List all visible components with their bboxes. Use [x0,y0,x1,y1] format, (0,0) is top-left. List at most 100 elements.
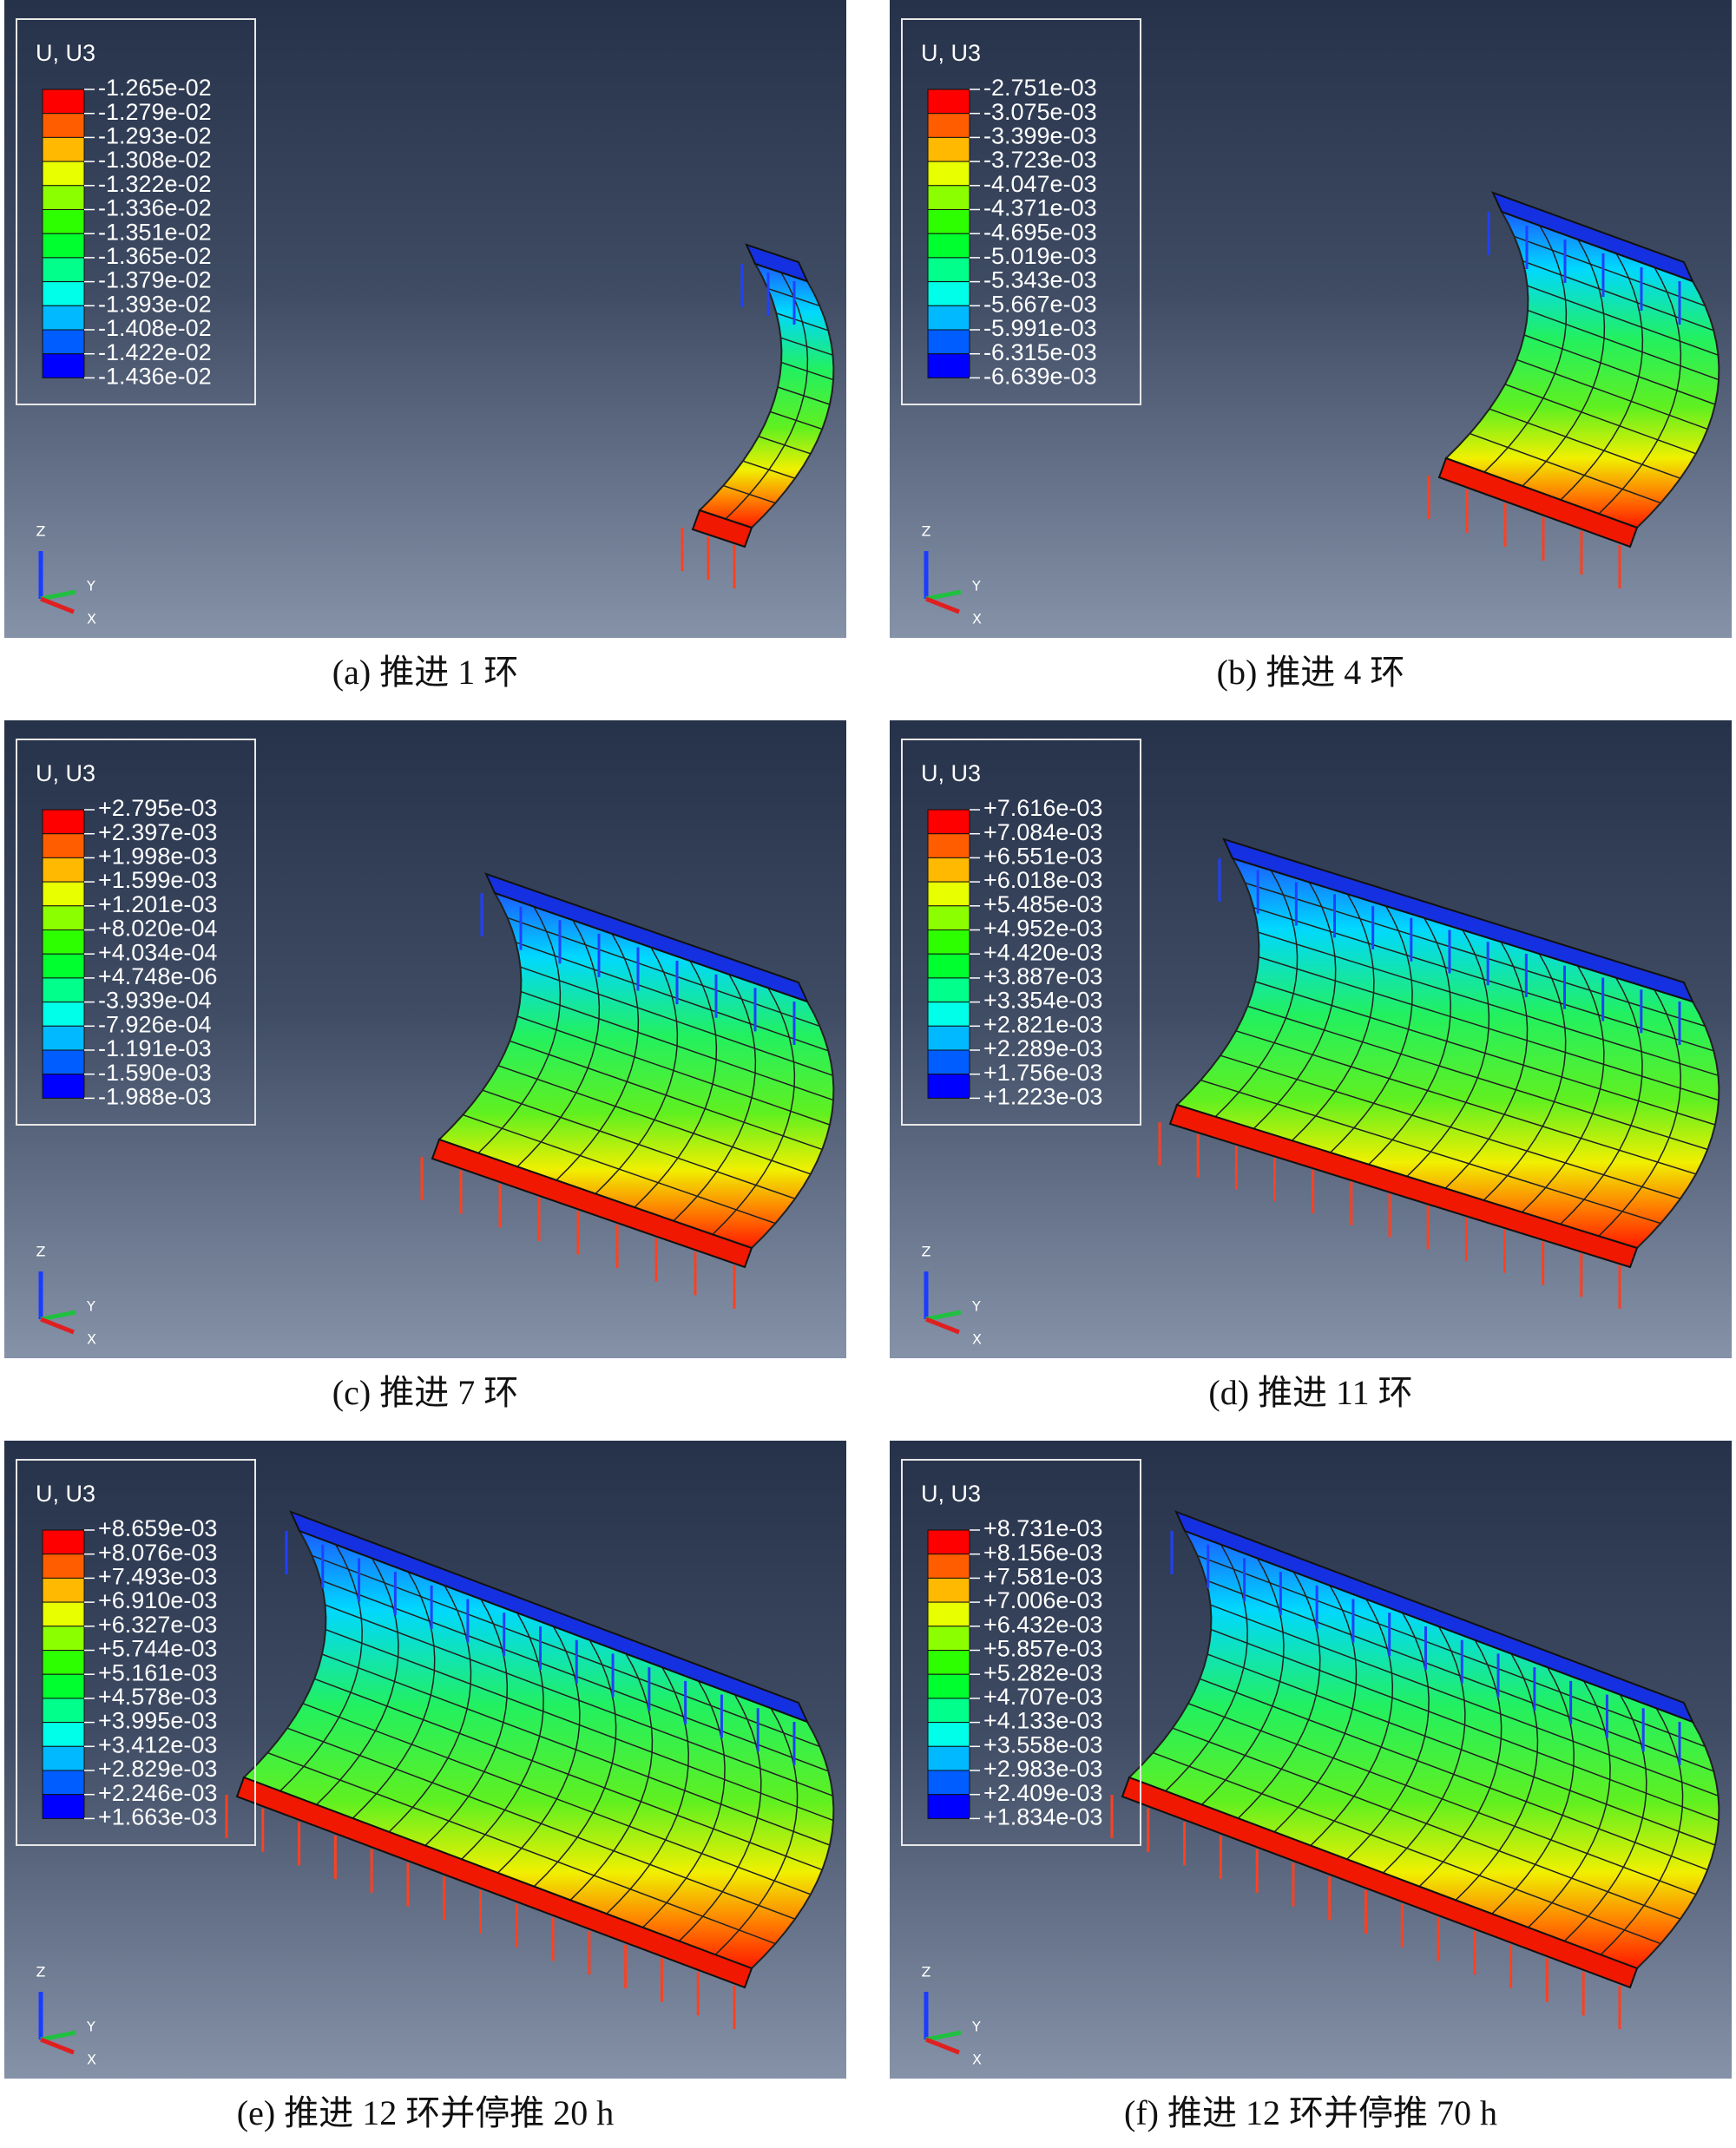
mesh-line [1522,239,1606,487]
mesh-line [516,919,601,1167]
axis-y [40,2030,76,2042]
legend-label: -1.336e-02 [98,195,212,221]
legend-swatch [927,977,970,1003]
legend-swatch [927,1025,970,1051]
legend-box [901,18,1141,405]
mesh-line [1636,1001,1720,1249]
axis-y [925,1310,962,1322]
legend-swatch [42,329,85,355]
legend-label: -4.047e-03 [983,171,1097,197]
caption: (f) 推进 12 环并停推 70 h [1124,2093,1497,2132]
legend-swatch [42,809,85,835]
triad-label: Y [86,1298,95,1315]
legend-label: +8.156e-03 [983,1540,1102,1566]
legend-swatch [42,136,85,162]
legend-label: +2.795e-03 [98,795,217,821]
legend-box [16,1459,256,1846]
mesh-line [1516,358,1708,430]
legend-swatch [42,1601,85,1627]
mesh-line [1273,1585,1358,1833]
mesh-line [712,988,796,1235]
triad-label: X [972,2052,982,2068]
legend-label: -6.315e-03 [983,339,1097,365]
legend-swatch [927,1601,970,1627]
legend-label: +5.161e-03 [98,1659,217,1685]
mesh-line [1445,211,1529,459]
legend-label: +3.887e-03 [983,963,1102,989]
legend-swatch [927,809,970,835]
bottom-beam [1168,1103,1639,1269]
top-beam [484,872,809,1003]
legend-box [16,739,256,1126]
mesh-line [673,974,757,1222]
legend-label: +5.282e-03 [983,1659,1102,1685]
mesh-line [1528,1680,1611,1928]
legend-label: -1.393e-02 [98,291,212,317]
legend-swatch [927,929,970,955]
mesh-line [1636,280,1720,529]
triad-label: X [972,1331,982,1348]
legend-label: +7.616e-03 [983,795,1102,821]
legend-label: +7.493e-03 [98,1564,217,1590]
legend-box [16,18,256,405]
mesh-line [279,1544,363,1792]
panel: U, U3+2.795e-03+2.397e-03+1.998e-03+1.59… [4,720,846,1412]
legend-label: -7.926e-04 [98,1011,212,1037]
mesh-line [1560,977,1643,1225]
legend-label: +1.223e-03 [983,1084,1102,1110]
triad-label: Z [36,1964,46,1980]
legend-swatch [42,1770,85,1796]
panel: U, U3-2.751e-03-3.075e-03-3.399e-03-3.72… [890,0,1732,692]
legend-label: +1.599e-03 [98,867,217,893]
legend-swatch [927,1626,970,1652]
legend-label: -5.667e-03 [983,291,1097,317]
legend-label: +7.006e-03 [983,1587,1102,1613]
legend-label: +4.133e-03 [983,1708,1102,1734]
legend-label: -3.075e-03 [983,99,1097,125]
panel: U, U3-1.265e-02-1.279e-02-1.293e-02-1.30… [4,0,846,692]
mesh-line [388,1585,472,1833]
mesh-line [1504,384,1697,455]
legend-swatch [927,833,970,858]
legend-label: -1.422e-02 [98,339,212,365]
legend-label: +1.756e-03 [983,1060,1102,1086]
legend-swatch [927,1650,970,1675]
legend-title: U, U3 [36,1481,95,1507]
legend-label: +6.327e-03 [98,1612,217,1638]
mesh-line [1330,905,1413,1153]
legend-swatch [42,1745,85,1771]
legend-swatch [42,977,85,1003]
caption: (d) 推进 11 环 [1208,1373,1412,1412]
triad-label: Y [86,578,95,594]
mesh-line [243,1530,327,1778]
mesh-line [316,1558,399,1805]
mesh-line [606,1666,689,1915]
legend-label: -1.436e-02 [98,364,212,390]
caption: (b) 推进 4 环 [1217,653,1405,692]
legend-swatch [42,281,85,306]
legend-swatch [42,1626,85,1652]
legend-swatch [42,1529,85,1555]
mesh-line [1382,1626,1466,1874]
caption: (e) 推进 12 环并停推 20 h [237,2093,614,2132]
legend-swatch [42,1794,85,1819]
legend-label: +4.707e-03 [983,1684,1102,1710]
legend-label: +2.983e-03 [983,1756,1102,1782]
mesh-line [1600,1707,1684,1955]
mesh-line [1214,870,1299,1118]
legend-label: +4.578e-03 [98,1684,217,1710]
triad-label: Z [36,1244,46,1260]
mesh-line [477,906,562,1154]
mesh-line [1444,941,1529,1189]
axis-x [40,1317,75,1335]
legend-swatch [927,353,970,378]
mesh-line [1176,857,1260,1106]
mesh-line [634,960,718,1208]
legend-swatch [42,185,85,211]
triad-label: Z [922,1964,931,1980]
legend-label: -1.351e-02 [98,219,212,245]
caption: (c) 推进 7 环 [332,1373,518,1412]
legend-swatch [42,113,85,138]
legend-label: +6.910e-03 [98,1587,217,1613]
